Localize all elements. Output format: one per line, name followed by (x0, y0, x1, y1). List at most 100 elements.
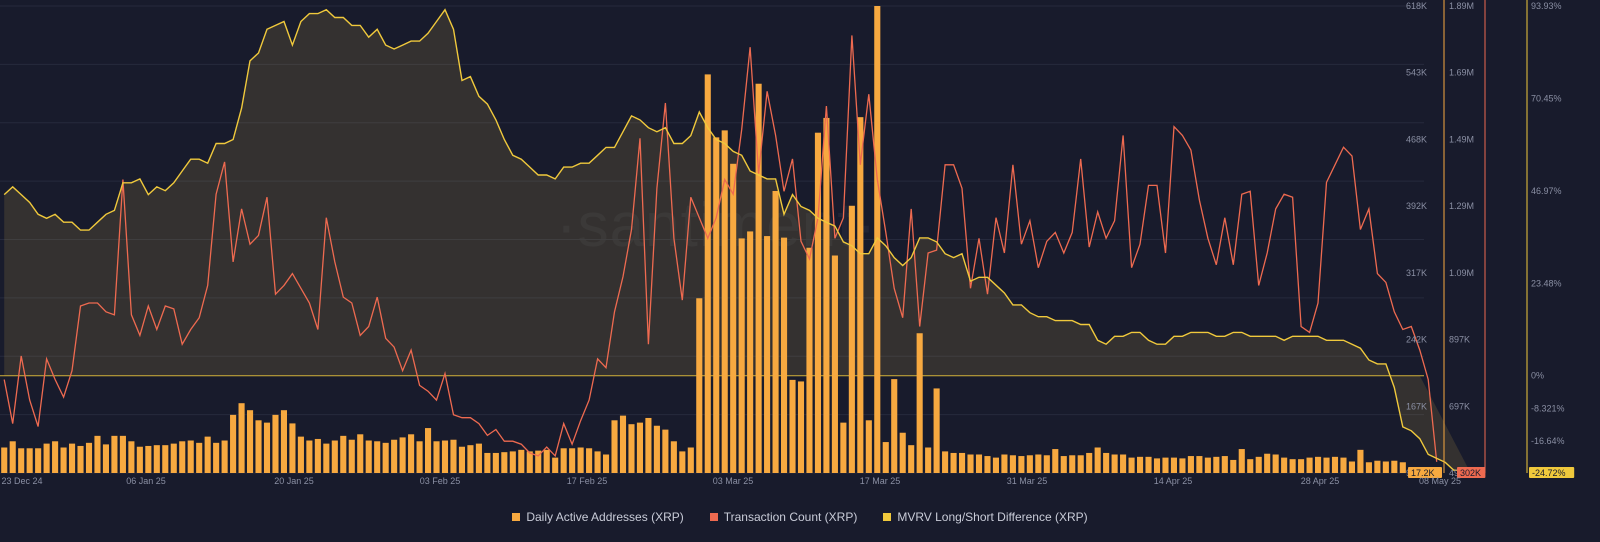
x-axis-tick: 17 Feb 25 (567, 476, 608, 486)
mvrv-area-fill (4, 9, 1471, 473)
daa-bar (586, 448, 593, 473)
daa-bar (823, 117, 830, 473)
daa-bar (433, 441, 440, 473)
daa-bar (1094, 447, 1101, 473)
daa-bar (780, 237, 788, 473)
daa-bar (68, 443, 76, 473)
daa-bar (1357, 449, 1364, 473)
daa-axis-tick: 317K (1406, 268, 1427, 278)
x-axis-tick: 03 Feb 25 (420, 476, 461, 486)
daa-bar (636, 422, 644, 473)
daa-bar (772, 190, 779, 473)
daa-bar (721, 130, 728, 474)
daa-bar (263, 422, 271, 473)
mvrv-current-badge-bg (1529, 467, 1575, 478)
mvrv-axis-tick: -8.321% (1531, 403, 1565, 413)
daa-bar (1077, 455, 1084, 473)
daa-bar (1264, 453, 1271, 473)
daa-bar (1170, 457, 1178, 473)
legend-swatch-mvrv (883, 513, 892, 521)
x-axis-tick: 14 Apr 25 (1154, 476, 1193, 486)
mvrv-current-badge: -24.72% (1532, 468, 1566, 478)
daa-bar (179, 441, 186, 473)
legend-item-daa[interactable]: Daily Active Addresses (XRP) (512, 510, 684, 524)
daa-bar (1238, 449, 1245, 473)
daa-bar (1, 447, 8, 473)
tx-axis-tick: 1.89M (1449, 1, 1474, 11)
daa-bar (94, 435, 101, 473)
daa-bar (679, 451, 686, 473)
daa-bar (560, 448, 567, 473)
daa-bar (348, 439, 355, 473)
daa-bar (1111, 454, 1118, 473)
x-axis-tick: 23 Dec 24 (1, 476, 42, 486)
mvrv-series-line (3, 8, 1471, 474)
tx-axis-tick: 1.49M (1449, 134, 1474, 144)
daa-bar (628, 424, 635, 473)
x-axis-tick: 03 Mar 25 (713, 476, 754, 486)
daa-bar (196, 442, 203, 473)
daa-bar (1348, 461, 1356, 473)
daa-bar (1128, 457, 1135, 473)
daa-bar (77, 445, 84, 473)
tx-current-badge-bg (1457, 467, 1486, 478)
x-axis-tick: 08 May 25 (1419, 476, 1461, 486)
daa-bar (891, 379, 898, 473)
daa-axis-tick: 242K (1406, 335, 1427, 345)
daa-bar (814, 132, 822, 473)
daa-bar (111, 435, 118, 473)
chart-canvas: 618K543K468K392K317K242K167K92.2K1.89M1.… (0, 0, 1575, 486)
daa-bar (1153, 458, 1161, 473)
daa-bar (340, 435, 347, 473)
daa-bar (1331, 456, 1339, 473)
daa-bar (831, 255, 838, 473)
daa-bar (992, 457, 1000, 473)
daa-bar (424, 428, 432, 473)
daa-bar (1221, 456, 1228, 473)
legend-label-mvrv: MVRV Long/Short Difference (XRP) (897, 510, 1088, 524)
daa-bar (874, 6, 881, 473)
chart-legend: Daily Active Addresses (XRP) Transaction… (0, 510, 1600, 524)
legend-item-tx[interactable]: Transaction Count (XRP) (709, 510, 857, 524)
daa-bar (484, 452, 491, 473)
daa-bar (662, 429, 669, 473)
mvrv-axis-tick: 70.45% (1531, 93, 1562, 103)
daa-current-badge: 17.2K (1411, 468, 1435, 478)
daa-bar (1399, 462, 1406, 473)
daa-bar (704, 74, 711, 473)
daa-bar (1289, 459, 1296, 473)
daa-bar (1120, 454, 1127, 473)
daa-axis-tick: 468K (1406, 134, 1427, 144)
daa-bar (1018, 456, 1025, 473)
daa-bar (1247, 459, 1254, 473)
daa-bar (518, 449, 525, 473)
daa-bar (1340, 457, 1347, 473)
daa-bar (255, 420, 262, 473)
daa-bar (1365, 462, 1372, 473)
daa-bar (9, 441, 16, 473)
daa-bar (594, 451, 601, 473)
daa-bar (755, 83, 762, 474)
daa-bar (806, 247, 813, 473)
daa-bar (153, 445, 160, 473)
daa-bar (1103, 452, 1110, 473)
legend-label-daa: Daily Active Addresses (XRP) (526, 510, 684, 524)
mvrv-area (4, 9, 1471, 473)
legend-item-mvrv[interactable]: MVRV Long/Short Difference (XRP) (883, 510, 1088, 524)
tx-axis-tick: 697K (1449, 401, 1470, 411)
mvrv-axis-tick: 23.48% (1531, 278, 1562, 288)
daa-bar (128, 441, 135, 473)
daa-bar (958, 452, 966, 473)
daa-bar (619, 415, 627, 473)
x-axis-tick: 31 Mar 25 (1007, 476, 1048, 486)
daa-bar (645, 417, 652, 473)
daa-bar (246, 410, 254, 473)
daa-bar (975, 454, 983, 473)
daa-bar (857, 117, 864, 473)
daa-bar (1001, 454, 1008, 473)
daa-bar (221, 440, 228, 473)
daa-bar (789, 379, 796, 473)
daa-axis-tick: 543K (1406, 68, 1427, 78)
mvrv-axis-tick: 0% (1531, 371, 1544, 381)
daa-bar (670, 441, 677, 473)
